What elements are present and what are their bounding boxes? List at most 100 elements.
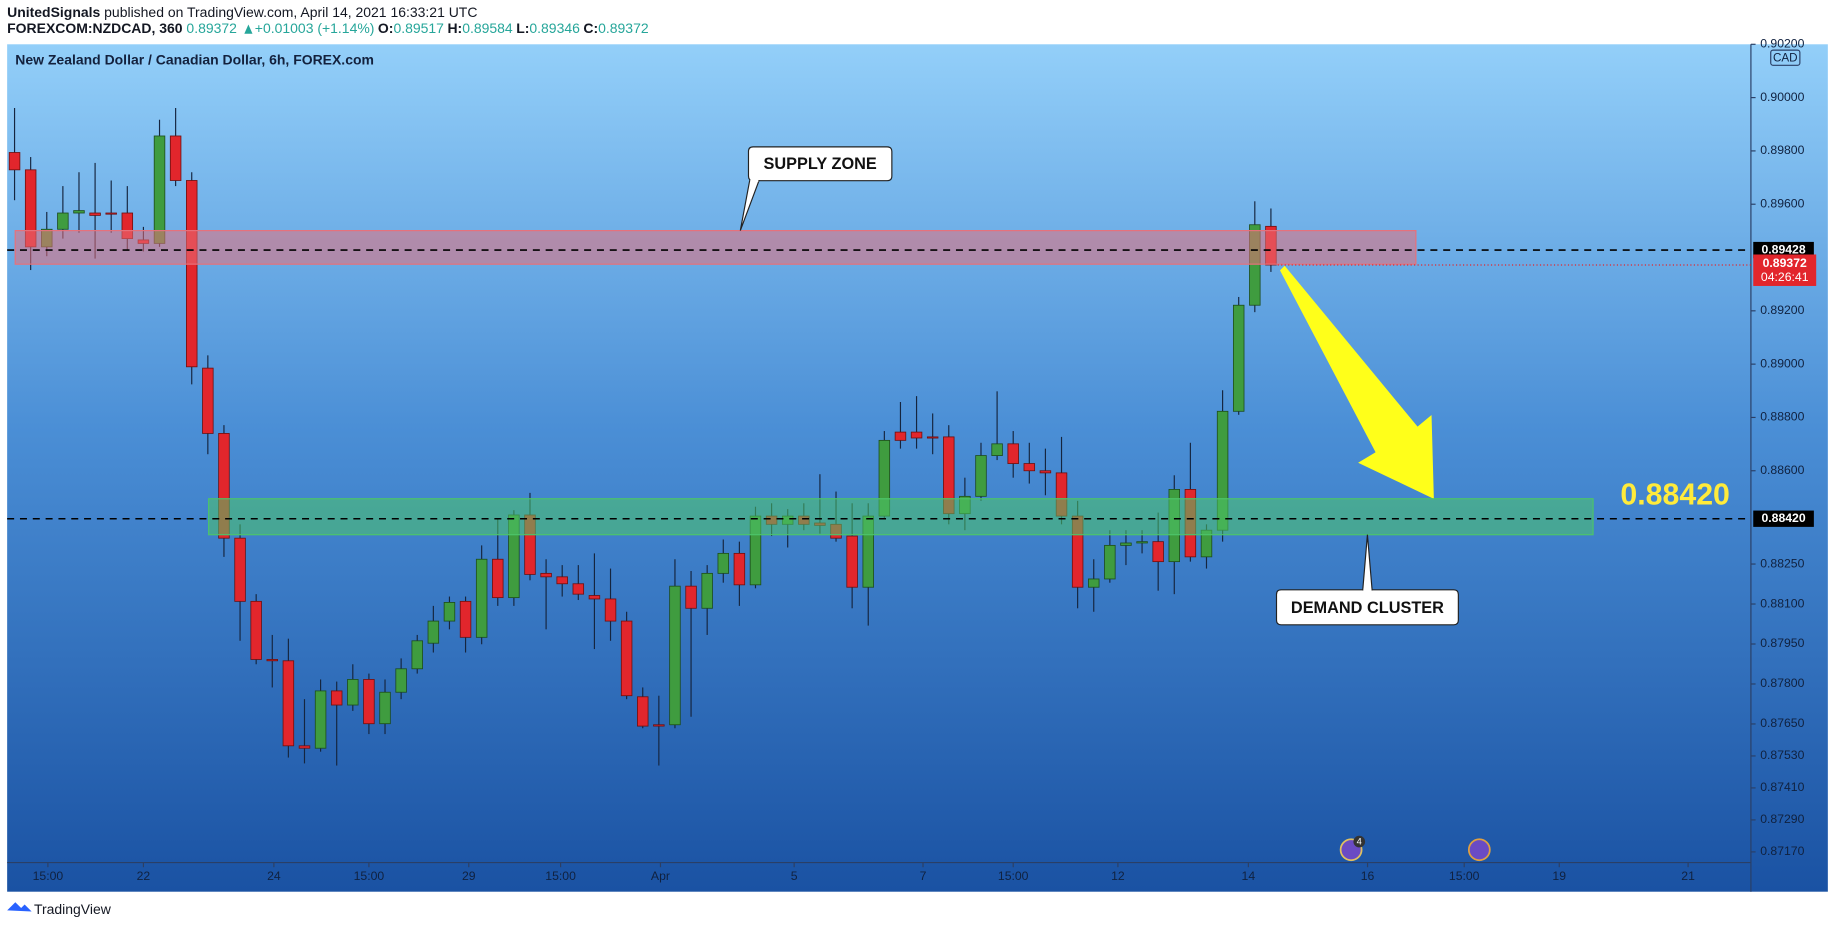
symbol: FOREXCOM:NZDCAD, 360 [7, 20, 183, 36]
publisher: UnitedSignals [7, 4, 100, 20]
candle-body [218, 433, 230, 539]
candle-body [89, 212, 101, 216]
candle-body [556, 576, 568, 585]
last-price-tag [1753, 254, 1817, 286]
y-tick-label: 0.90000 [1760, 90, 1804, 104]
callout-label: DEMAND CLUSTER [1291, 599, 1444, 617]
y-tick-label: 0.89200 [1760, 303, 1804, 317]
candle-body [314, 690, 327, 749]
y-tick-label: 0.87290 [1760, 812, 1804, 826]
candle-body [105, 212, 117, 215]
event-badge [1353, 835, 1366, 848]
candle-body [572, 583, 585, 595]
y-tick-label: 0.90200 [1760, 37, 1804, 51]
candle-body [395, 668, 407, 693]
candle-body [1088, 578, 1100, 588]
change-icon [244, 24, 253, 34]
callout-box [747, 146, 893, 182]
y-tick-label: 0.87410 [1760, 780, 1804, 794]
header-line-2: FOREXCOM:NZDCAD, 360 0.89372 +0.01003 (+… [7, 20, 649, 36]
countdown: 04:26:41 [1761, 270, 1809, 284]
candle-body [701, 572, 713, 609]
candle-body [8, 152, 21, 171]
event-badge-text: 4 [1357, 837, 1362, 847]
event-icon [1467, 838, 1491, 862]
change: +0.01003 (+1.14%) [255, 20, 375, 36]
y-tick-label: 0.87800 [1760, 676, 1804, 690]
zone [208, 498, 1594, 536]
x-tick-label: 15:00 [354, 869, 385, 883]
x-tick-label: 12 [1111, 869, 1125, 883]
published: published on TradingView.com, April 14, … [104, 4, 477, 20]
x-tick-label: 24 [267, 869, 281, 883]
candle-body [202, 367, 214, 434]
y-tick-label: 0.87170 [1760, 844, 1804, 858]
currency-box [1770, 49, 1801, 66]
ohlc-value: 0.89584 [462, 20, 513, 36]
candle-body [1023, 463, 1036, 472]
x-tick-label: 19 [1552, 869, 1566, 883]
chart-title: New Zealand Dollar / Canadian Dollar, 6h… [15, 51, 374, 67]
ohlc-key: L: [516, 20, 529, 36]
y-tick-label: 0.88600 [1760, 463, 1804, 477]
callout-box [1275, 589, 1459, 626]
candle-body [1104, 544, 1116, 580]
candle-body [926, 436, 939, 439]
candle-body [1007, 443, 1019, 464]
zone [14, 230, 1417, 265]
candle-body [347, 679, 359, 706]
candle-body [282, 660, 295, 747]
candle-body [1120, 542, 1132, 546]
y-tick-label: 0.87530 [1760, 748, 1804, 762]
x-tick-label: 5 [791, 869, 798, 883]
y-tick-label: 0.89000 [1760, 356, 1804, 370]
candle-body [991, 443, 1003, 456]
candle-body [1152, 541, 1164, 563]
event-icon: 4 [1339, 835, 1491, 862]
x-tick-label: 21 [1681, 869, 1695, 883]
candle-body [846, 535, 858, 588]
callout-label: SUPPLY ZONE [764, 155, 877, 173]
candle-body [330, 690, 343, 706]
ohlc-key: O: [378, 20, 394, 36]
y-tick-label: 0.88250 [1760, 556, 1804, 570]
target-label: 0.88420 [1620, 479, 1730, 512]
candle-body [540, 572, 552, 578]
x-tick-label: 16 [1361, 869, 1375, 883]
x-tick-label: 15:00 [1449, 869, 1480, 883]
candle-body [427, 620, 440, 644]
candle-body [492, 558, 504, 599]
candle-body [717, 552, 729, 574]
y-tick-label: 0.89800 [1760, 143, 1804, 157]
x-tick-label: 14 [1242, 869, 1256, 883]
y-tick-label: 0.89600 [1760, 196, 1804, 210]
candle-body [604, 598, 617, 622]
ohlc-value: 0.89372 [598, 20, 649, 36]
candle-body [637, 696, 649, 727]
candle-body [234, 537, 246, 602]
price-tag-label: 0.89428 [1761, 242, 1805, 256]
candle-body [910, 431, 923, 439]
x-tick-label: 15:00 [545, 869, 576, 883]
candle-body [57, 212, 69, 230]
price-tag [1753, 510, 1814, 527]
candle-body [363, 679, 375, 725]
candle-body [588, 595, 601, 600]
candle-body [298, 745, 311, 749]
candle-body [894, 431, 907, 441]
footer: TradingView [34, 901, 112, 917]
candle-body [459, 600, 472, 638]
candle-body [186, 180, 198, 368]
x-tick-label: 7 [920, 869, 927, 883]
ohlc-key: C: [583, 20, 598, 36]
ohlc-value: 0.89517 [393, 20, 444, 36]
candle-body [1232, 304, 1245, 412]
last-price-label: 0.89372 [1763, 256, 1807, 270]
candle-body [250, 600, 262, 660]
y-tick-label: 0.87650 [1760, 716, 1804, 730]
y-tick-label: 0.87950 [1760, 636, 1804, 650]
ohlc-key: H: [447, 20, 462, 36]
x-tick-label: 22 [137, 869, 151, 883]
plot-bg [7, 44, 1828, 892]
